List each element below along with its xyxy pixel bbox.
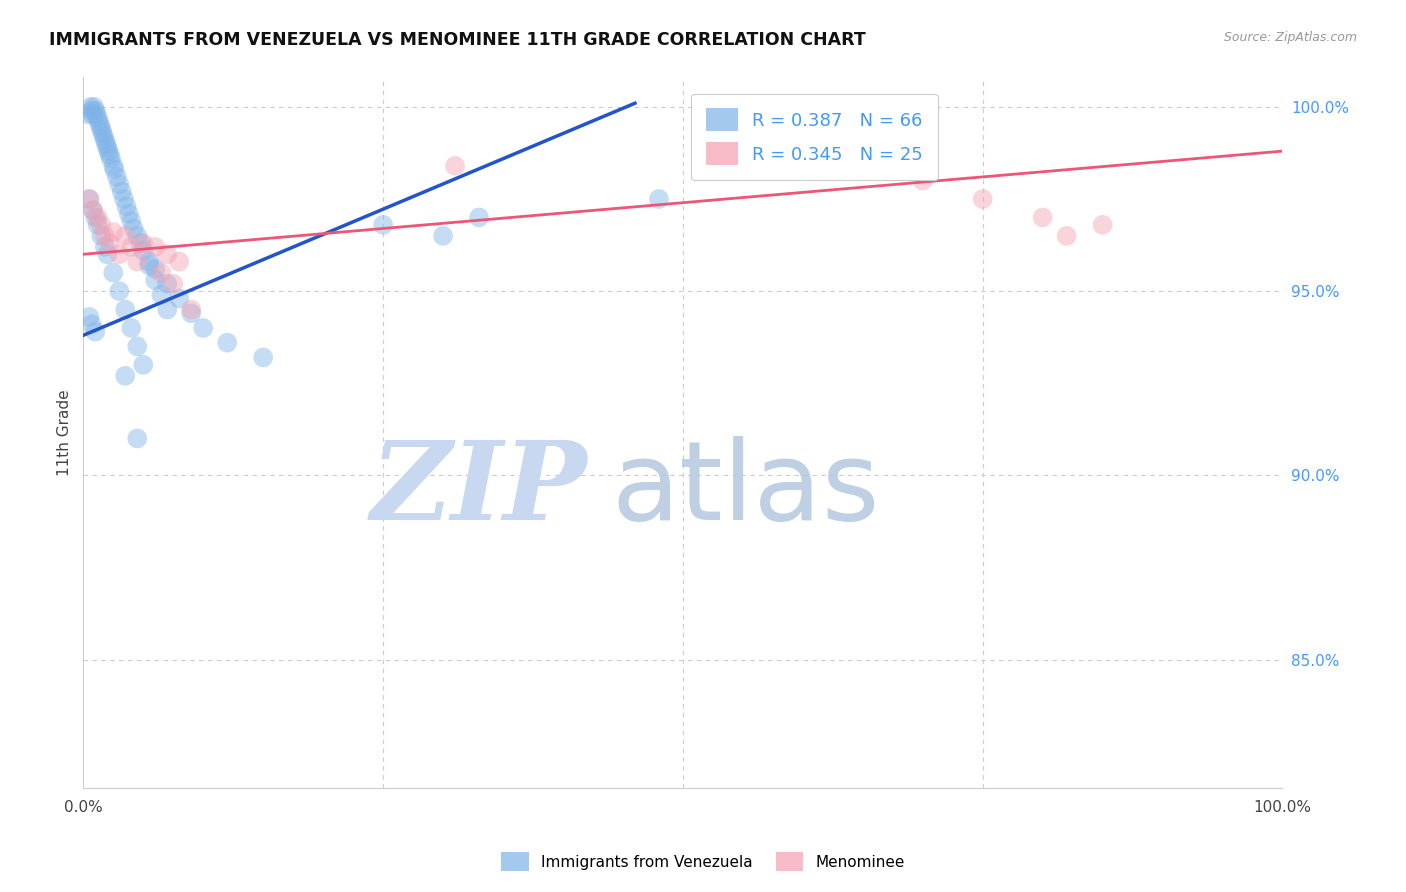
Point (911, 173, 934, 187)
Point (432, 228, 454, 243)
Point (79, 192, 101, 206)
Point (127, 432, 149, 446)
Point (1091, 218, 1114, 232)
Point (143, 273, 166, 287)
Point (444, 159, 467, 173)
Point (217, 335, 239, 350)
Point (90, 122, 112, 136)
Point (84, 103, 107, 118)
Point (138, 258, 160, 272)
Point (122, 221, 145, 235)
Point (82, 107, 104, 121)
Point (83, 100, 105, 114)
Point (120, 240, 142, 254)
Point (468, 211, 491, 225)
Point (82, 202, 104, 217)
Point (138, 254, 160, 268)
Point (93, 129, 115, 144)
Text: IMMIGRANTS FROM VENEZUELA VS MENOMINEE 11TH GRADE CORRELATION CHART: IMMIGRANTS FROM VENEZUELA VS MENOMINEE 1… (49, 31, 866, 49)
Point (89, 119, 111, 133)
Point (96, 140, 118, 154)
Point (167, 292, 190, 306)
Point (118, 207, 141, 221)
Point (744, 155, 766, 169)
Point (127, 254, 149, 268)
Point (115, 199, 138, 213)
Point (180, 302, 202, 317)
Legend: Immigrants from Venezuela, Menominee: Immigrants from Venezuela, Menominee (495, 847, 911, 877)
Point (1032, 211, 1054, 225)
Point (120, 214, 142, 228)
Point (120, 321, 142, 335)
Point (77, 107, 100, 121)
Point (972, 192, 994, 206)
Point (252, 351, 274, 365)
Point (82, 202, 104, 217)
Point (90, 218, 112, 232)
Point (94, 240, 117, 254)
Point (648, 192, 671, 206)
Point (193, 321, 215, 335)
Point (98, 236, 121, 251)
Point (103, 162, 125, 177)
Text: Source: ZipAtlas.com: Source: ZipAtlas.com (1223, 31, 1357, 45)
Point (86, 111, 108, 125)
Point (156, 302, 179, 317)
Point (156, 247, 179, 261)
Point (132, 236, 155, 251)
Point (86, 211, 108, 225)
Point (1056, 228, 1078, 243)
Point (371, 218, 394, 232)
Point (79, 310, 101, 324)
Point (111, 185, 134, 199)
Point (84, 211, 107, 225)
Point (90, 228, 112, 243)
Point (150, 287, 173, 301)
Point (180, 306, 202, 320)
Point (112, 192, 135, 206)
Point (114, 368, 136, 383)
Y-axis label: 11th Grade: 11th Grade (58, 390, 72, 476)
Point (114, 302, 136, 317)
Point (103, 159, 125, 173)
Point (108, 247, 131, 261)
Point (162, 277, 184, 291)
Point (94, 133, 117, 147)
Point (100, 152, 122, 166)
Point (108, 284, 131, 298)
Point (150, 266, 173, 280)
Point (156, 277, 179, 291)
Point (114, 228, 136, 243)
Point (86, 107, 108, 121)
Point (96, 247, 118, 261)
Point (84, 325, 107, 339)
Text: atlas: atlas (612, 436, 879, 543)
Point (98, 148, 121, 162)
Point (105, 169, 128, 184)
Point (80, 103, 103, 118)
Point (91, 126, 114, 140)
Point (86, 218, 108, 232)
Point (79, 100, 101, 114)
Point (132, 358, 155, 372)
Point (80, 318, 103, 332)
Legend: R = 0.387   N = 66, R = 0.345   N = 25: R = 0.387 N = 66, R = 0.345 N = 25 (692, 94, 938, 179)
Point (129, 236, 152, 251)
Point (87, 114, 110, 128)
Point (97, 144, 120, 158)
Point (167, 254, 190, 268)
Point (143, 262, 166, 277)
Point (94, 136, 117, 151)
Point (79, 192, 101, 206)
Point (103, 225, 125, 239)
Point (94, 228, 117, 243)
Point (132, 244, 155, 258)
Point (143, 240, 166, 254)
Point (127, 228, 149, 243)
Point (127, 339, 149, 353)
Text: ZIP: ZIP (370, 436, 586, 543)
Point (103, 266, 125, 280)
Point (108, 178, 131, 192)
